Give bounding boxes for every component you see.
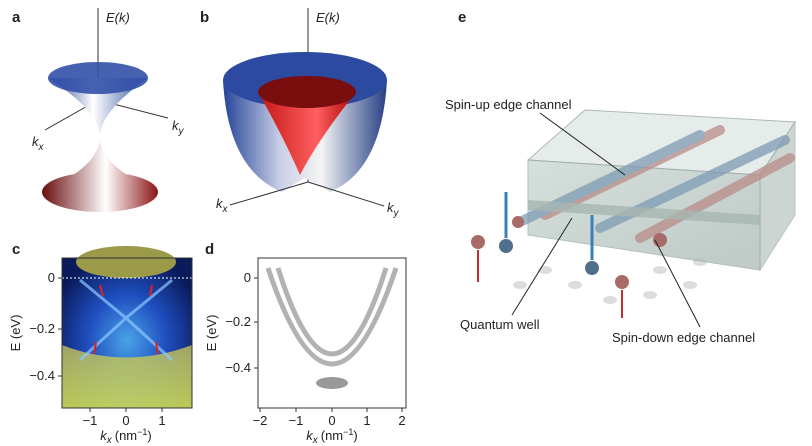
axis-label: kx: [216, 196, 229, 215]
panel-label: e: [458, 9, 466, 26]
panel-label: d: [205, 241, 214, 258]
x-tick-label: −2: [253, 413, 268, 428]
panel-label: c: [12, 241, 20, 258]
x-tick-label: 0: [328, 413, 335, 428]
panel-a-drawing: [42, 8, 168, 212]
axis-label: E(k): [106, 10, 130, 25]
y-tick-label: −0.2: [29, 321, 55, 336]
unit: (nm: [321, 428, 343, 443]
x-tick-label: −1: [83, 413, 98, 428]
unit: (nm: [115, 428, 137, 443]
y-tick-label: 0: [244, 270, 251, 285]
subscript: x: [106, 435, 113, 446]
axis-label: ky: [387, 200, 400, 219]
figure: a E(k) kx ky b E(k) kx ky c E (eV) 0 −0.2…: [0, 0, 812, 446]
subscript: x: [222, 204, 229, 215]
axis-label: kx: [32, 134, 45, 153]
exponent: −1: [343, 427, 353, 437]
axis-label: kx(nm−1): [100, 427, 152, 446]
y-tick-label: −0.2: [225, 314, 251, 329]
y-tick-label: −0.4: [29, 368, 55, 383]
close: ): [147, 428, 151, 443]
spectral-map: [258, 258, 406, 408]
callout: Spin-up edge channel: [445, 97, 572, 112]
subscript: y: [178, 126, 185, 137]
panel-label: a: [12, 9, 21, 26]
axis-label: E(k): [316, 10, 340, 25]
x-tick-label: 1: [158, 413, 165, 428]
callout: Quantum well: [460, 317, 540, 332]
x-tick-label: 0: [122, 413, 129, 428]
y-tick-label: −0.4: [225, 360, 251, 375]
callout: Spin-down edge channel: [612, 330, 755, 345]
subscript: x: [312, 435, 319, 446]
arpes-map: [62, 246, 192, 408]
panel-b-drawing: [223, 8, 387, 206]
subscript: y: [393, 208, 400, 219]
subscript: x: [38, 142, 45, 153]
panel-label: b: [200, 9, 209, 26]
x-tick-label: 2: [398, 413, 405, 428]
device-illustration: [471, 110, 795, 327]
x-tick-label: −1: [289, 413, 304, 428]
axis-label: E (eV): [8, 315, 23, 352]
axis-label: kx(nm−1): [306, 427, 358, 446]
axis-label: E (eV): [204, 315, 219, 352]
close: ): [353, 428, 357, 443]
x-tick-label: 1: [363, 413, 370, 428]
axis-label: ky: [172, 118, 185, 137]
exponent: −1: [137, 427, 147, 437]
y-tick-label: 0: [48, 270, 55, 285]
